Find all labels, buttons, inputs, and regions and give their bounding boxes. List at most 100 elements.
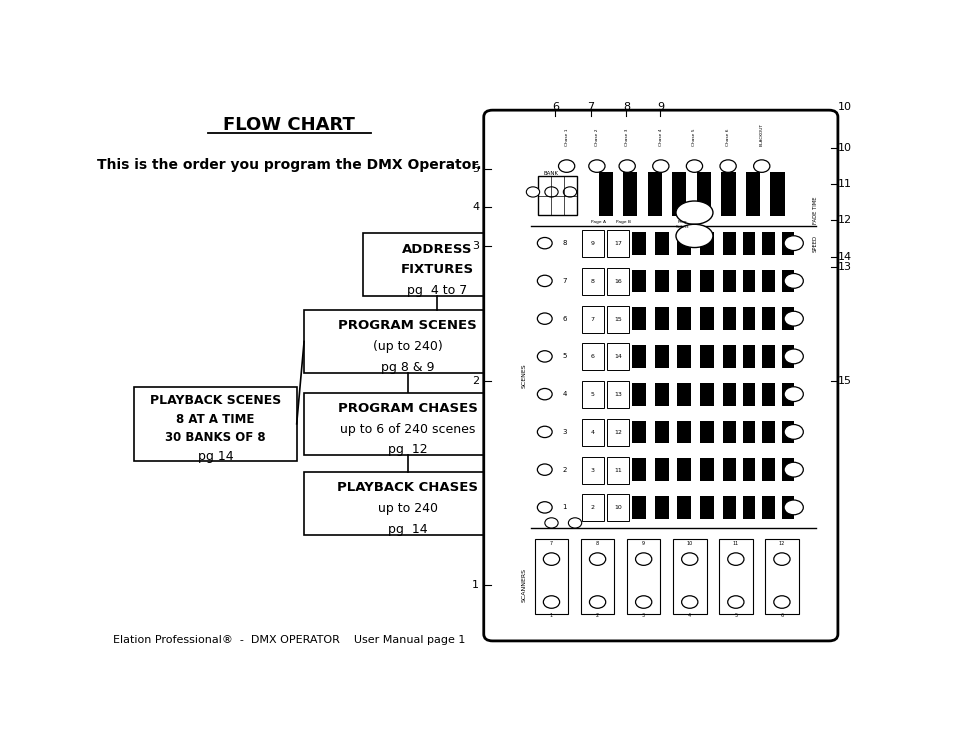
Text: Page A: Page A — [591, 221, 605, 224]
Bar — [770, 172, 783, 216]
FancyBboxPatch shape — [606, 230, 628, 257]
Bar — [722, 269, 735, 292]
Bar — [598, 172, 612, 216]
Text: up to 240: up to 240 — [377, 502, 437, 515]
Bar — [654, 232, 668, 255]
Bar — [722, 345, 735, 368]
FancyBboxPatch shape — [304, 393, 511, 455]
FancyBboxPatch shape — [764, 539, 798, 615]
FancyBboxPatch shape — [606, 382, 628, 408]
Bar — [761, 458, 774, 481]
Circle shape — [537, 464, 552, 475]
Text: 1: 1 — [549, 613, 553, 618]
Text: 16: 16 — [614, 279, 621, 284]
Bar — [781, 269, 794, 292]
Text: 4: 4 — [687, 613, 691, 618]
Bar — [722, 383, 735, 405]
FancyBboxPatch shape — [581, 457, 603, 483]
Circle shape — [783, 235, 802, 250]
Text: 10: 10 — [686, 541, 692, 546]
Circle shape — [543, 553, 559, 565]
Text: 30 BANKS OF 8: 30 BANKS OF 8 — [165, 431, 265, 444]
Text: SCENES: SCENES — [521, 363, 526, 388]
Text: up to 6 of 240 scenes: up to 6 of 240 scenes — [339, 423, 475, 435]
Bar — [632, 496, 646, 519]
Bar — [781, 421, 794, 444]
Text: pg  12: pg 12 — [387, 444, 427, 456]
Bar — [741, 458, 755, 481]
Circle shape — [652, 160, 668, 173]
Circle shape — [773, 553, 789, 565]
Circle shape — [753, 160, 769, 173]
Circle shape — [618, 160, 635, 173]
Text: 11: 11 — [732, 541, 739, 546]
Text: 5: 5 — [562, 354, 566, 359]
Text: 10: 10 — [837, 143, 851, 153]
Circle shape — [680, 596, 698, 608]
Bar — [677, 458, 691, 481]
Bar — [677, 269, 691, 292]
Bar — [722, 232, 735, 255]
Text: 6: 6 — [552, 103, 558, 112]
Bar — [761, 307, 774, 330]
Circle shape — [727, 553, 743, 565]
Bar — [741, 496, 755, 519]
Bar — [654, 496, 668, 519]
FancyBboxPatch shape — [581, 343, 603, 370]
Text: 4: 4 — [472, 202, 478, 213]
Text: PROGRAM SCENES: PROGRAM SCENES — [338, 320, 476, 332]
Circle shape — [680, 553, 698, 565]
Text: 7: 7 — [549, 541, 553, 546]
Text: This is the order you program the DMX Operator.: This is the order you program the DMX Op… — [97, 158, 481, 172]
Bar — [722, 421, 735, 444]
Text: Elation Professional®  -  DMX OPERATOR    User Manual page 1: Elation Professional® - DMX OPERATOR Use… — [113, 635, 465, 645]
Bar — [654, 383, 668, 405]
Text: 11: 11 — [837, 179, 851, 189]
Bar — [781, 345, 794, 368]
Bar — [722, 307, 735, 330]
Text: Prog
Select: Prog Select — [675, 221, 689, 229]
FancyBboxPatch shape — [626, 539, 659, 615]
Bar — [781, 232, 794, 255]
Text: 12: 12 — [614, 430, 621, 435]
FancyBboxPatch shape — [606, 343, 628, 370]
Bar — [677, 383, 691, 405]
Bar — [632, 307, 646, 330]
Text: 7: 7 — [562, 278, 567, 284]
Text: Chase 2: Chase 2 — [595, 129, 598, 146]
Bar — [632, 269, 646, 292]
Text: 14: 14 — [837, 252, 851, 261]
Bar — [741, 269, 755, 292]
Text: 2: 2 — [562, 466, 566, 472]
FancyBboxPatch shape — [304, 310, 511, 373]
Bar — [632, 421, 646, 444]
Ellipse shape — [676, 224, 712, 247]
Bar — [654, 421, 668, 444]
Bar — [741, 345, 755, 368]
FancyBboxPatch shape — [606, 306, 628, 333]
Circle shape — [685, 160, 701, 173]
Circle shape — [537, 502, 552, 513]
Bar — [745, 172, 760, 216]
Text: ADDRESS: ADDRESS — [401, 243, 472, 255]
Circle shape — [727, 596, 743, 608]
Text: pg 8 & 9: pg 8 & 9 — [380, 361, 434, 374]
Bar — [700, 307, 713, 330]
Bar — [781, 458, 794, 481]
Text: 17: 17 — [614, 241, 621, 246]
Text: pg 14: pg 14 — [197, 449, 233, 463]
Circle shape — [783, 500, 802, 515]
Text: 8: 8 — [596, 541, 598, 546]
Text: 9: 9 — [590, 241, 594, 246]
Bar — [761, 383, 774, 405]
FancyBboxPatch shape — [304, 472, 511, 534]
Bar — [700, 458, 713, 481]
Bar — [632, 345, 646, 368]
Text: 15: 15 — [837, 376, 851, 386]
Text: 3: 3 — [641, 613, 644, 618]
Text: 5: 5 — [590, 392, 594, 397]
Text: 13: 13 — [837, 262, 851, 272]
FancyBboxPatch shape — [606, 494, 628, 521]
FancyBboxPatch shape — [534, 539, 568, 615]
Text: 5: 5 — [472, 164, 478, 173]
